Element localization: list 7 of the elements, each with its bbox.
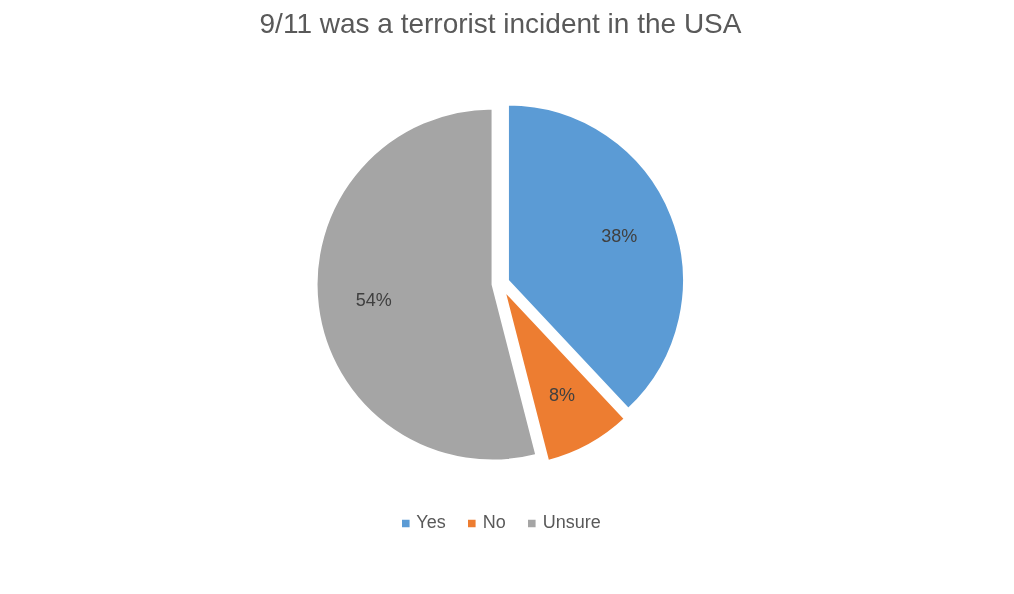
legend-label: Yes [416,512,446,533]
chart-title: 9/11 was a terrorist incident in the USA [259,7,742,39]
data-label: 38% [601,226,638,247]
data-label: 8% [549,385,576,406]
legend-label: Unsure [542,512,601,533]
legend-label: No [482,512,506,533]
data-label: 54% [355,289,392,310]
